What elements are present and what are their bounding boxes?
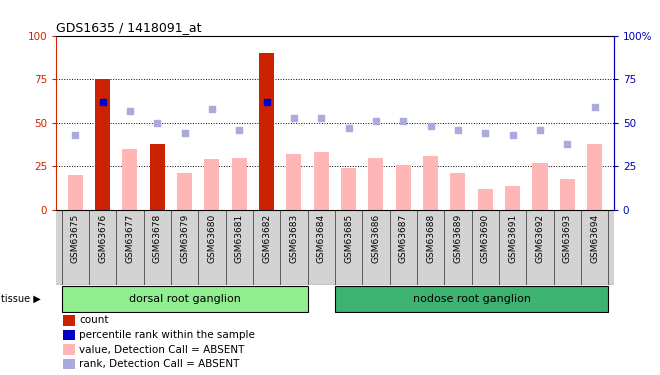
Bar xyxy=(122,149,137,210)
Point xyxy=(288,115,299,121)
Point xyxy=(398,118,409,124)
Text: GDS1635 / 1418091_at: GDS1635 / 1418091_at xyxy=(56,21,201,34)
Text: GSM63685: GSM63685 xyxy=(344,214,353,263)
Bar xyxy=(533,163,548,210)
Point xyxy=(371,118,381,124)
Text: value, Detection Call = ABSENT: value, Detection Call = ABSENT xyxy=(79,345,245,354)
Text: GSM63686: GSM63686 xyxy=(372,214,380,263)
Text: GSM63690: GSM63690 xyxy=(481,214,490,263)
Text: GSM63691: GSM63691 xyxy=(508,214,517,263)
Point xyxy=(97,99,108,105)
Text: GSM63680: GSM63680 xyxy=(207,214,216,263)
Text: percentile rank within the sample: percentile rank within the sample xyxy=(79,330,255,340)
Bar xyxy=(61,286,308,312)
Point xyxy=(480,130,490,136)
Bar xyxy=(205,159,219,210)
Bar xyxy=(68,175,82,210)
Text: GSM63693: GSM63693 xyxy=(563,214,572,263)
Text: GSM63681: GSM63681 xyxy=(235,214,244,263)
Bar xyxy=(95,79,110,210)
Bar xyxy=(587,144,602,210)
Point xyxy=(316,115,327,121)
Text: nodose root ganglion: nodose root ganglion xyxy=(412,294,531,303)
Text: GSM63689: GSM63689 xyxy=(453,214,463,263)
Text: GSM63687: GSM63687 xyxy=(399,214,408,263)
Bar xyxy=(505,186,520,210)
Point xyxy=(70,132,81,138)
Text: GSM63679: GSM63679 xyxy=(180,214,189,263)
Bar xyxy=(423,156,438,210)
Bar xyxy=(335,286,609,312)
Text: GSM63684: GSM63684 xyxy=(317,214,326,263)
Point xyxy=(152,120,162,126)
Bar xyxy=(232,158,247,210)
Text: GSM63682: GSM63682 xyxy=(262,214,271,263)
Bar xyxy=(341,168,356,210)
Point xyxy=(589,104,600,110)
Bar xyxy=(177,173,192,210)
Point xyxy=(535,127,545,133)
Bar xyxy=(396,165,411,210)
Text: tissue ▶: tissue ▶ xyxy=(1,294,40,304)
Text: GSM63683: GSM63683 xyxy=(290,214,298,263)
Text: GSM63676: GSM63676 xyxy=(98,214,107,263)
Text: GSM63675: GSM63675 xyxy=(71,214,80,263)
Bar xyxy=(478,189,493,210)
Bar xyxy=(451,173,465,210)
Point xyxy=(261,99,272,105)
Bar xyxy=(259,53,274,210)
Text: GSM63677: GSM63677 xyxy=(125,214,135,263)
Bar xyxy=(286,154,302,210)
Point xyxy=(207,106,217,112)
Point xyxy=(453,127,463,133)
Text: rank, Detection Call = ABSENT: rank, Detection Call = ABSENT xyxy=(79,359,240,369)
Text: GSM63692: GSM63692 xyxy=(535,214,544,263)
Point xyxy=(562,141,573,147)
Bar xyxy=(314,153,329,210)
Bar xyxy=(368,158,383,210)
Text: GSM63694: GSM63694 xyxy=(590,214,599,263)
Text: count: count xyxy=(79,315,109,326)
Text: dorsal root ganglion: dorsal root ganglion xyxy=(129,294,240,303)
Bar xyxy=(150,144,165,210)
Point xyxy=(180,130,190,136)
Point xyxy=(234,127,245,133)
Point xyxy=(125,108,135,114)
Point xyxy=(425,123,436,129)
Point xyxy=(343,125,354,131)
Point xyxy=(508,132,518,138)
Text: GSM63678: GSM63678 xyxy=(152,214,162,263)
Bar xyxy=(560,178,575,210)
Text: GSM63688: GSM63688 xyxy=(426,214,435,263)
